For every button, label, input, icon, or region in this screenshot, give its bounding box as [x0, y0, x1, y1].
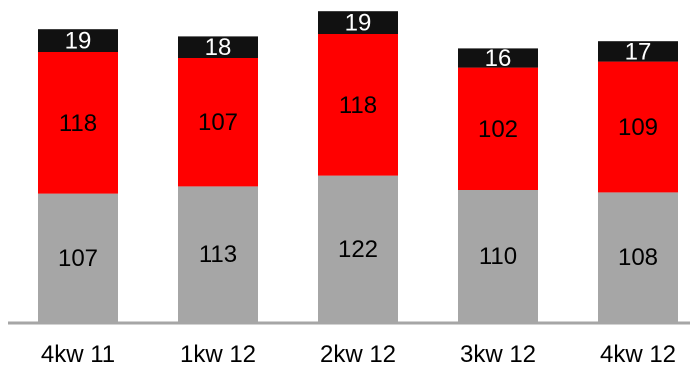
data-label: 19 — [65, 28, 92, 55]
data-label: 109 — [618, 114, 658, 141]
data-label: 16 — [485, 45, 512, 72]
bar-segment-top — [178, 36, 258, 58]
bar-segment-bottom — [318, 175, 398, 322]
data-label: 110 — [479, 243, 517, 270]
bar-segment-middle — [598, 61, 678, 193]
bar-segment-middle — [458, 67, 538, 190]
bar-segment-top — [38, 29, 118, 52]
data-label: 102 — [478, 116, 518, 143]
x-tick-label: 1kw 12 — [180, 341, 256, 368]
bar-segment-middle — [38, 52, 118, 194]
bar-segment-top — [458, 48, 538, 68]
bar-segment-top — [598, 41, 678, 62]
bars-layer: 107 118 19 113 107 18 122 118 19 110 102 16 108 109 17 — [38, 10, 678, 322]
bar-segment-middle — [318, 34, 398, 176]
x-tick-label: 2kw 12 — [320, 341, 396, 368]
data-label: 19 — [345, 10, 372, 37]
data-label: 107 — [198, 109, 238, 136]
bar-segment-bottom — [178, 186, 258, 322]
data-label: 118 — [59, 110, 97, 137]
data-label: 118 — [339, 92, 377, 119]
bar-segment-bottom — [38, 193, 118, 322]
data-label: 18 — [205, 34, 232, 61]
category-labels: 4kw 11 1kw 12 2kw 12 3kw 12 4kw 12 — [41, 341, 676, 368]
bar-segment-bottom — [598, 192, 678, 322]
x-tick-label: 4kw 12 — [600, 341, 676, 368]
bar-segment-top — [318, 11, 398, 34]
x-tick-label: 4kw 11 — [41, 341, 115, 368]
bar-segment-bottom — [458, 190, 538, 322]
data-label: 17 — [625, 38, 652, 65]
bar-segment-middle — [178, 58, 258, 187]
data-label: 107 — [58, 245, 98, 272]
data-label: 108 — [618, 244, 658, 271]
data-label: 113 — [199, 241, 237, 268]
data-label: 122 — [338, 236, 378, 263]
x-tick-label: 3kw 12 — [460, 341, 536, 368]
